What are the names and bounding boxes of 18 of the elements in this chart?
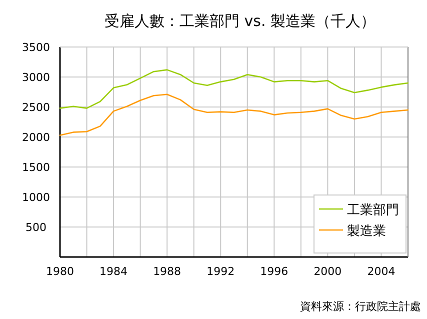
- y-tick-label: 500: [26, 221, 46, 234]
- y-tick-label: 2500: [22, 101, 50, 114]
- y-tick-label: 2000: [22, 131, 50, 144]
- y-tick-label: 3500: [22, 41, 50, 54]
- x-tick-label: 1980: [46, 265, 74, 278]
- legend-label: 工業部門: [347, 203, 399, 218]
- x-tick-label: 1996: [260, 265, 288, 278]
- y-tick-label: 1000: [22, 191, 50, 204]
- legend-label: 製造業: [347, 224, 386, 239]
- x-tick-label: 2000: [314, 265, 342, 278]
- x-tick-label: 1988: [153, 265, 182, 278]
- source-note: 資料來源：行政院主計處: [300, 300, 421, 313]
- y-tick-label: 1500: [22, 161, 50, 174]
- chart-title: 受雇人數：工業部門 vs. 製造業（千人）: [104, 12, 376, 30]
- x-tick-label: 1992: [206, 265, 235, 278]
- x-tick-label: 2004: [367, 265, 396, 278]
- x-tick-label: 1984: [100, 265, 128, 278]
- y-tick-label: 3000: [22, 71, 50, 84]
